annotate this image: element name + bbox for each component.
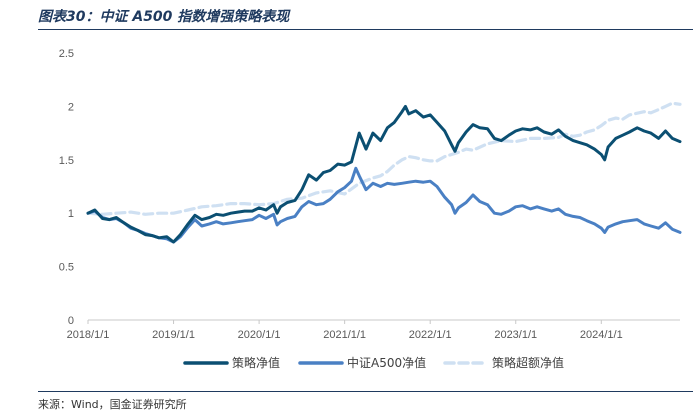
y-tick-label: 1: [68, 208, 74, 220]
legend-label: 中证A500净值: [347, 355, 426, 370]
legend-label: 策略净值: [232, 355, 280, 370]
x-tick-label: 2021/1/1: [323, 329, 366, 341]
y-tick-label: 2.5: [59, 48, 74, 60]
y-tick-label: 2: [68, 101, 74, 113]
legend-label: 策略超额净值: [492, 355, 564, 370]
y-axis: 0 0.5 1 1.5 2 2.5: [59, 48, 74, 327]
x-tick-label: 2019/1/1: [152, 329, 195, 341]
x-tick-label: 2024/1/1: [580, 329, 623, 341]
y-tick-label: 0.5: [59, 262, 74, 274]
x-tick-label: 2020/1/1: [238, 329, 281, 341]
figure-title: 图表30：中证 A500 指数增强策略表现: [38, 9, 290, 25]
title-rule: [38, 29, 693, 30]
x-tick-label: 2022/1/1: [409, 329, 452, 341]
x-tick-label: 2023/1/1: [494, 329, 537, 341]
plot-area: [86, 101, 682, 244]
legend: 策略净值 中证A500净值 策略超额净值: [183, 355, 564, 370]
y-tick-label: 0: [68, 315, 74, 327]
y-tick-label: 1.5: [59, 155, 74, 167]
x-tick-label: 2018/1/1: [67, 329, 110, 341]
series-line-benchmark: [86, 166, 682, 244]
line-chart: 0 0.5 1 1.5 2 2.5 2018/1/1 2019/1/1 2020/1/1 202…: [59, 48, 682, 370]
source-rule: [38, 391, 693, 392]
source-note: 来源：Wind，国金证券研究所: [38, 398, 187, 411]
series-line-strategy: [86, 104, 682, 244]
x-axis: 2018/1/1 2019/1/1 2020/1/1 2021/1/1 2022/1/1…: [67, 320, 623, 341]
series-line-excess: [86, 101, 682, 216]
